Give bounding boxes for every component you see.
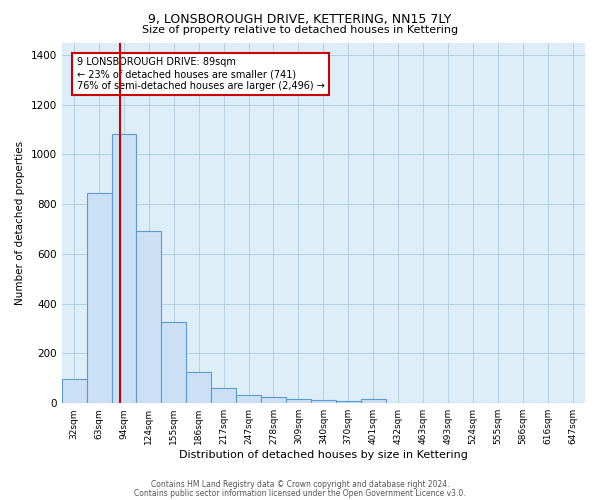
- Text: Size of property relative to detached houses in Kettering: Size of property relative to detached ho…: [142, 25, 458, 35]
- Bar: [161, 322, 186, 403]
- Bar: [261, 397, 286, 403]
- Bar: [211, 388, 236, 403]
- Bar: [186, 372, 211, 403]
- Bar: [112, 134, 136, 403]
- Y-axis label: Number of detached properties: Number of detached properties: [15, 141, 25, 305]
- Bar: [311, 400, 336, 403]
- Bar: [62, 379, 86, 403]
- Text: Contains HM Land Registry data © Crown copyright and database right 2024.: Contains HM Land Registry data © Crown c…: [151, 480, 449, 489]
- Bar: [361, 399, 386, 403]
- Bar: [86, 194, 112, 403]
- X-axis label: Distribution of detached houses by size in Kettering: Distribution of detached houses by size …: [179, 450, 468, 460]
- Bar: [136, 231, 161, 403]
- Bar: [236, 395, 261, 403]
- Bar: [336, 401, 361, 403]
- Text: Contains public sector information licensed under the Open Government Licence v3: Contains public sector information licen…: [134, 488, 466, 498]
- Text: 9, LONSBOROUGH DRIVE, KETTERING, NN15 7LY: 9, LONSBOROUGH DRIVE, KETTERING, NN15 7L…: [148, 12, 452, 26]
- Text: 9 LONSBOROUGH DRIVE: 89sqm
← 23% of detached houses are smaller (741)
76% of sem: 9 LONSBOROUGH DRIVE: 89sqm ← 23% of deta…: [77, 58, 325, 90]
- Bar: [286, 399, 311, 403]
